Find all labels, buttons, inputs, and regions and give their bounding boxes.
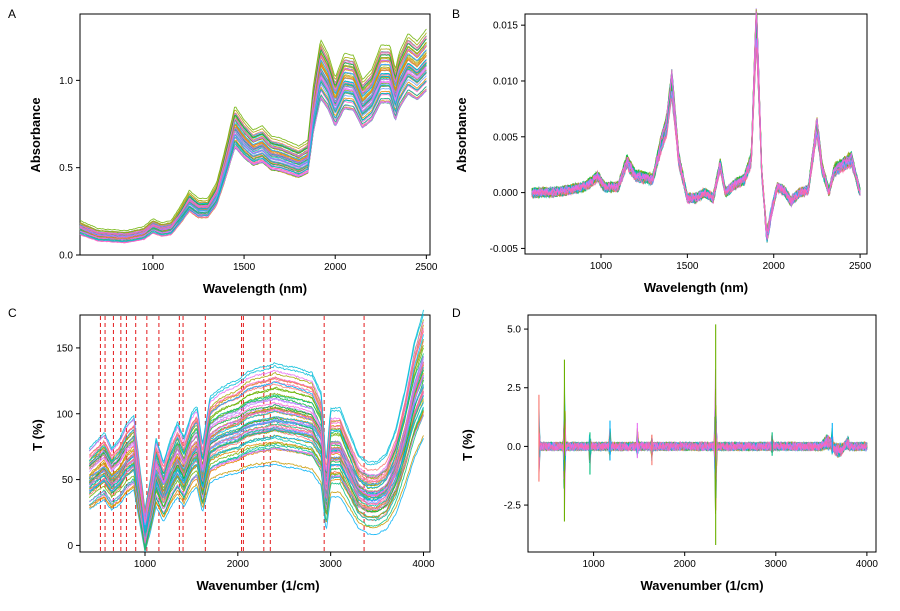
y-tick-label: 0.0 — [59, 251, 73, 262]
x-tick-label: 3000 — [320, 559, 343, 570]
series-line — [79, 41, 427, 234]
y-tick-label: 1.0 — [59, 76, 73, 87]
series-line — [79, 81, 427, 244]
x-tick-label: 4000 — [412, 559, 435, 570]
x-axis-label-a: Wavelength (nm) — [203, 281, 307, 296]
y-axis-label-d: T (%) — [460, 429, 475, 461]
x-tick-label: 1500 — [676, 261, 699, 272]
x-tick-label: 1000 — [590, 261, 613, 272]
y-axis-label-c: T (%) — [30, 419, 45, 451]
series-line — [79, 28, 427, 232]
x-tick-label: 2000 — [763, 261, 786, 272]
x-tick-label: 2000 — [324, 262, 347, 273]
panel-d: D 1000 2000 3000 4000 -2.5 0.0 2.5 5.0 Wavenumb… — [452, 306, 878, 593]
y-axis-label-a: Absorbance — [28, 97, 43, 172]
plot-frame-d — [527, 314, 877, 553]
ticks-a: 1000 1500 2000 2500 0.0 0.5 1.0 — [59, 76, 438, 273]
x-tick-label: 1000 — [134, 559, 157, 570]
y-tick-label: 0.000 — [493, 188, 518, 199]
y-tick-label: 2.5 — [507, 383, 521, 394]
x-axis-label-b: Wavelength (nm) — [644, 280, 748, 295]
series-group-c — [88, 309, 424, 552]
x-tick-label: 4000 — [856, 559, 879, 570]
series-line — [89, 438, 424, 552]
panel-c: C 1000 2000 3000 4000 0 50 100 150 Wavenumber (… — [8, 306, 435, 593]
x-tick-label: 2000 — [674, 559, 697, 570]
series-line — [89, 331, 424, 513]
panel-a: A 1000 1500 2000 2500 0.0 0.5 1.0 Wavelength (… — [8, 7, 438, 296]
y-tick-label: 0 — [67, 541, 73, 552]
series-line — [79, 65, 427, 235]
series-line — [89, 375, 424, 544]
series-line — [89, 411, 424, 551]
y-tick-label: 0.0 — [507, 442, 521, 453]
x-tick-label: 2000 — [227, 559, 250, 570]
x-tick-label: 2500 — [415, 262, 438, 273]
x-tick-label: 1000 — [582, 559, 605, 570]
x-tick-label: 2500 — [849, 261, 872, 272]
y-tick-label: 0.5 — [59, 163, 73, 174]
y-tick-label: 50 — [62, 475, 74, 486]
series-line — [89, 384, 424, 519]
y-tick-label: 0.005 — [493, 132, 518, 143]
series-line — [89, 361, 424, 544]
series-line — [531, 39, 861, 232]
y-tick-label: 0.010 — [493, 76, 518, 87]
series-line — [79, 45, 427, 239]
panel-label-d: D — [452, 306, 461, 320]
series-line — [79, 89, 427, 240]
y-tick-label: 5.0 — [507, 325, 521, 336]
ticks-b: 1000 1500 2000 2500 -0.005 0.000 0.005 0.010 0.0… — [490, 21, 872, 272]
panel-label-b: B — [452, 7, 460, 21]
panel-label-c: C — [8, 306, 17, 320]
series-line — [531, 10, 861, 239]
y-tick-label: -2.5 — [504, 501, 522, 512]
y-tick-label: 150 — [56, 343, 73, 354]
series-group-d — [538, 324, 868, 545]
y-tick-label: -0.005 — [490, 244, 519, 255]
series-group-a — [79, 28, 427, 244]
ticks-c: 1000 2000 3000 4000 0 50 100 150 — [56, 343, 435, 570]
y-axis-label-b: Absorbance — [454, 97, 469, 172]
ticks-d: 1000 2000 3000 4000 -2.5 0.0 2.5 5.0 — [504, 325, 879, 570]
series-line — [89, 395, 424, 534]
series-line — [89, 415, 424, 551]
series-line — [79, 80, 427, 243]
series-line — [88, 334, 424, 527]
series-line — [88, 362, 424, 524]
series-line — [79, 38, 427, 237]
series-line — [79, 60, 427, 236]
y-tick-label: 0.015 — [493, 21, 518, 32]
series-group-b — [531, 8, 861, 243]
panel-label-a: A — [8, 7, 16, 21]
series-line — [89, 402, 424, 532]
y-tick-label: 100 — [56, 409, 73, 420]
x-axis-label-c: Wavenumber (1/cm) — [196, 578, 319, 593]
x-tick-label: 1000 — [142, 262, 165, 273]
series-line — [531, 47, 861, 232]
series-line — [538, 419, 868, 477]
x-tick-label: 3000 — [765, 559, 788, 570]
x-axis-label-d: Wavenumber (1/cm) — [640, 578, 763, 593]
x-tick-label: 1500 — [233, 262, 256, 273]
plot-frame-b — [524, 13, 868, 255]
series-line — [79, 53, 427, 240]
panel-b: B 1000 1500 2000 2500 -0.005 0.000 0.005 0.010 0… — [452, 7, 872, 295]
